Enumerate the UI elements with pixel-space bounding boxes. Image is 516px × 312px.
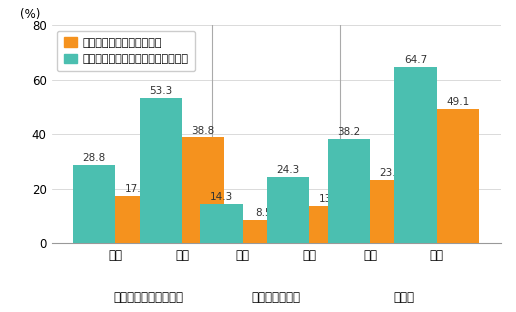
Text: 64.7: 64.7 xyxy=(404,55,427,65)
Text: 53.3: 53.3 xyxy=(149,86,172,96)
Bar xyxy=(310,206,352,243)
Bar xyxy=(243,220,285,243)
Bar xyxy=(437,109,479,243)
Text: 東京都: 東京都 xyxy=(393,291,414,305)
Legend: 従業員のテレワーク実施率, 会社からのテレワーク推奪・命令率: 従業員のテレワーク実施率, 会社からのテレワーク推奪・命令率 xyxy=(57,31,196,71)
Text: (%): (%) xyxy=(20,7,41,21)
Bar xyxy=(182,137,224,243)
Bar xyxy=(139,98,182,243)
Text: 13.8: 13.8 xyxy=(319,194,342,204)
Text: 17.2: 17.2 xyxy=(125,184,148,194)
Text: 49.1: 49.1 xyxy=(446,97,470,107)
Text: 14.3: 14.3 xyxy=(210,193,233,202)
Bar xyxy=(200,204,243,243)
Text: 8.5: 8.5 xyxy=(255,208,272,218)
Text: それ以外の地域: それ以外の地域 xyxy=(252,291,300,305)
Text: 24.3: 24.3 xyxy=(277,165,300,175)
Bar xyxy=(73,165,115,243)
Text: 28.8: 28.8 xyxy=(83,153,106,163)
Bar xyxy=(267,177,310,243)
Text: 絊急事態宣言対象地域: 絊急事態宣言対象地域 xyxy=(114,291,184,305)
Text: 38.2: 38.2 xyxy=(337,127,361,137)
Bar xyxy=(370,180,413,243)
Text: 23.1: 23.1 xyxy=(380,168,403,178)
Text: 38.8: 38.8 xyxy=(191,125,215,135)
Bar xyxy=(115,197,158,243)
Bar xyxy=(328,139,370,243)
Bar xyxy=(394,67,437,243)
